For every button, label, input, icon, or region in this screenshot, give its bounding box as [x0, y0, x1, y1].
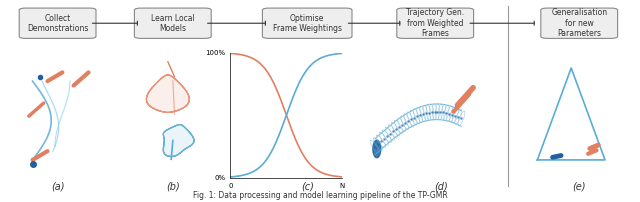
Text: (b): (b): [166, 182, 180, 192]
Polygon shape: [147, 75, 189, 112]
FancyBboxPatch shape: [262, 8, 352, 38]
Text: (e): (e): [572, 182, 586, 192]
Text: (d): (d): [435, 182, 449, 192]
FancyBboxPatch shape: [19, 8, 96, 38]
Text: (a): (a): [51, 182, 65, 192]
Polygon shape: [373, 140, 381, 158]
Text: Fig. 1: Data processing and model learning pipeline of the TP-GMR: Fig. 1: Data processing and model learni…: [193, 191, 447, 200]
Text: (c): (c): [301, 182, 314, 192]
Text: Optimise
Frame Weightings: Optimise Frame Weightings: [273, 14, 342, 33]
FancyBboxPatch shape: [134, 8, 211, 38]
FancyBboxPatch shape: [397, 8, 474, 38]
Text: Trajectory Gen.
from Weighted
Frames: Trajectory Gen. from Weighted Frames: [406, 8, 464, 38]
Text: Learn Local
Models: Learn Local Models: [151, 14, 195, 33]
Text: Generalisation
for new
Parameters: Generalisation for new Parameters: [551, 8, 607, 38]
FancyBboxPatch shape: [541, 8, 618, 38]
Polygon shape: [163, 125, 194, 157]
Text: Collect
Demonstrations: Collect Demonstrations: [27, 14, 88, 33]
